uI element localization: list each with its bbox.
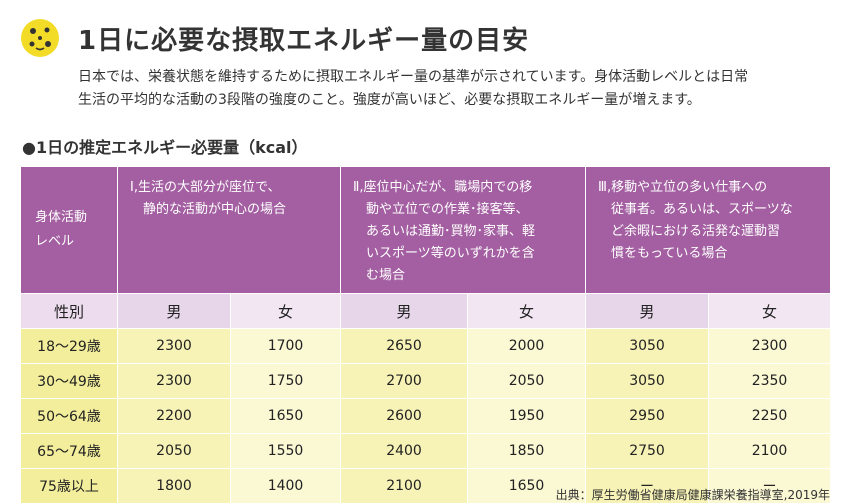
- intro-line-1: 日本では、栄養状態を維持するために摂取エネルギー量の基準が示されています。身体活…: [78, 69, 749, 85]
- level-2-line: む場合: [353, 268, 406, 283]
- energy-value: 1750: [229, 363, 342, 399]
- level-1-description: Ⅰ,生活の大部分が座位で、 静的な活動が中心の場合: [116, 166, 342, 294]
- energy-value: 2600: [340, 398, 469, 434]
- activity-level-header: 身体活動 レベル: [20, 166, 118, 294]
- level-3-line: 従事者。あるいは、スポーツな: [598, 202, 793, 217]
- level-2-line: あるいは通勤･買物･家事、軽: [353, 224, 536, 239]
- level-3-description: Ⅲ,移動や立位の多い仕事への 従事者。あるいは、スポーツな ど余暇における活発な…: [585, 166, 832, 294]
- level-2-line: 動や立位での作業･接客等、: [353, 202, 529, 217]
- table-row: 50〜64歳 2200 1650 2600 1950 2950 2250: [20, 398, 832, 434]
- female-label: 女: [229, 293, 342, 329]
- table-row: 18〜29歳 2300 1700 2650 2000 3050 2300: [20, 328, 832, 364]
- energy-value: 2050: [467, 363, 587, 399]
- activity-level-header-row: 身体活動 レベル Ⅰ,生活の大部分が座位で、 静的な活動が中心の場合 Ⅱ,座位中…: [20, 166, 832, 294]
- level-1-line: 静的な活動が中心の場合: [130, 202, 287, 217]
- sex-row: 性別 男 女 男 女 男 女: [20, 293, 832, 329]
- energy-value: 2750: [585, 433, 710, 469]
- table-title: ●1日の推定エネルギー必要量（kcal）: [22, 138, 308, 157]
- intro-line-2: 生活の平均的な活動の3段階の強度のこと。強度が高いほど、必要な摂取エネルギー量が…: [78, 92, 701, 108]
- energy-table: 身体活動 レベル Ⅰ,生活の大部分が座位で、 静的な活動が中心の場合 Ⅱ,座位中…: [20, 166, 832, 504]
- level-3-line: ど余暇における活発な運動習: [598, 224, 781, 239]
- energy-value: 3050: [585, 363, 710, 399]
- energy-value: 2300: [117, 328, 231, 364]
- male-label: 男: [340, 293, 469, 329]
- activity-level-header-line: レベル: [35, 234, 75, 249]
- energy-value: 2100: [708, 433, 832, 469]
- energy-value: 2250: [708, 398, 832, 434]
- energy-value: 2650: [340, 328, 469, 364]
- yellow-badge-icon: [21, 19, 59, 57]
- energy-value: 1850: [467, 433, 587, 469]
- energy-value: 1650: [467, 468, 587, 504]
- energy-value: 2400: [340, 433, 469, 469]
- energy-value: 2300: [708, 328, 832, 364]
- energy-value: 1650: [229, 398, 342, 434]
- level-3-line: 慣をもっている場合: [598, 246, 728, 261]
- female-label: 女: [467, 293, 587, 329]
- age-group: 30〜49歳: [20, 363, 118, 399]
- level-1-line: Ⅰ,生活の大部分が座位で、: [130, 180, 281, 195]
- age-group: 65〜74歳: [20, 433, 118, 469]
- table-row: 75歳以上 1800 1400 2100 1650 ー ー: [20, 468, 832, 504]
- energy-value: 1950: [467, 398, 587, 434]
- energy-value: 2350: [708, 363, 832, 399]
- energy-value: 1700: [229, 328, 342, 364]
- energy-value: 3050: [585, 328, 710, 364]
- energy-value: 1400: [229, 468, 342, 504]
- level-3-line: Ⅲ,移動や立位の多い仕事への: [598, 180, 768, 195]
- age-group: 75歳以上: [20, 468, 118, 504]
- energy-value: 2300: [117, 363, 231, 399]
- energy-value: 1550: [229, 433, 342, 469]
- energy-value: ー: [585, 468, 710, 504]
- page-title: 1日に必要な摂取エネルギー量の目安: [78, 26, 530, 56]
- table-row: 65〜74歳 2050 1550 2400 1850 2750 2100: [20, 433, 832, 469]
- table-row: 30〜49歳 2300 1750 2700 2050 3050 2350: [20, 363, 832, 399]
- sex-label: 性別: [20, 293, 118, 329]
- energy-value: 2700: [340, 363, 469, 399]
- level-2-line: Ⅱ,座位中心だが、職場内での移: [353, 180, 533, 195]
- source-citation: 出典：厚生労働省健康局健康課栄養指導室,2019年: [555, 488, 830, 502]
- energy-value: 1800: [117, 468, 231, 504]
- activity-level-header-line: 身体活動: [35, 210, 88, 225]
- intro-text: 日本では、栄養状態を維持するために摂取エネルギー量の基準が示されています。身体活…: [78, 66, 828, 112]
- female-label: 女: [708, 293, 832, 329]
- energy-value: 2200: [117, 398, 231, 434]
- male-label: 男: [585, 293, 710, 329]
- age-group: 18〜29歳: [20, 328, 118, 364]
- energy-value: 2000: [467, 328, 587, 364]
- level-2-description: Ⅱ,座位中心だが、職場内での移 動や立位での作業･接客等、 あるいは通勤･買物･…: [340, 166, 587, 294]
- age-group: 50〜64歳: [20, 398, 118, 434]
- level-2-line: いスポーツ等のいずれかを含: [353, 246, 535, 261]
- male-label: 男: [117, 293, 231, 329]
- energy-value: 2950: [585, 398, 710, 434]
- energy-value: 2100: [340, 468, 469, 504]
- energy-value: ー: [708, 468, 832, 504]
- energy-value: 2050: [117, 433, 231, 469]
